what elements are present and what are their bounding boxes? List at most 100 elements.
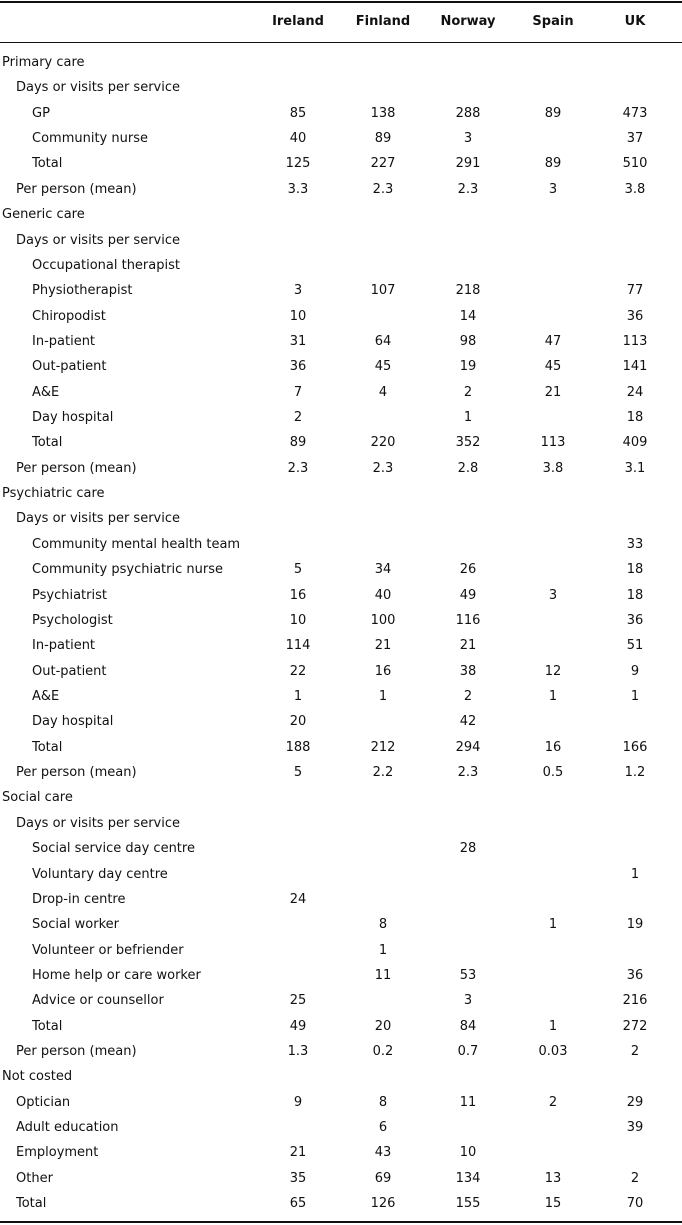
- cell-value: 16: [289, 587, 307, 603]
- cell-value: 65: [289, 1196, 307, 1212]
- cell-value: 20: [374, 1018, 392, 1034]
- cell-value: 35: [289, 1170, 307, 1186]
- cell-value: 7: [293, 384, 303, 400]
- row-label: Total: [32, 156, 63, 172]
- cell-value: 510: [622, 156, 648, 172]
- cell-value: 11: [459, 1094, 477, 1110]
- cell-value: 1: [548, 1018, 558, 1034]
- row-label: Employment: [16, 1145, 99, 1161]
- cell-value: 272: [622, 1018, 648, 1034]
- cell-value: 15: [544, 1196, 562, 1212]
- column-header: Ireland: [272, 14, 324, 29]
- cell-value: 19: [626, 917, 644, 933]
- cell-value: 3.1: [624, 460, 646, 476]
- cell-value: 10: [289, 612, 307, 628]
- cell-value: 36: [626, 308, 644, 324]
- cell-value: 114: [285, 638, 311, 654]
- cell-value: 22: [289, 663, 307, 679]
- row-label: GP: [32, 105, 50, 121]
- column-header: Spain: [532, 14, 574, 29]
- cell-value: 6: [378, 1120, 388, 1136]
- cell-value: 24: [626, 384, 644, 400]
- cell-value: 40: [289, 131, 307, 147]
- cell-value: 100: [370, 612, 396, 628]
- cell-value: 11: [374, 967, 392, 983]
- cell-value: 1: [630, 689, 640, 704]
- cell-value: 291: [455, 156, 481, 172]
- cell-value: 2.3: [372, 460, 394, 476]
- row-label: Social worker: [32, 917, 120, 933]
- cell-value: 18: [626, 410, 644, 426]
- cell-value: 2: [630, 1170, 640, 1186]
- cell-value: 3: [548, 587, 558, 603]
- cell-value: 25: [289, 993, 307, 1009]
- cell-value: 1: [378, 689, 388, 704]
- cell-value: 36: [626, 967, 644, 983]
- cell-value: 2: [463, 384, 473, 400]
- row-label: In-patient: [32, 638, 96, 654]
- cell-value: 1: [630, 866, 640, 882]
- cell-value: 1: [293, 689, 303, 704]
- row-label: Physiotherapist: [32, 283, 133, 299]
- cell-value: 42: [459, 714, 477, 730]
- cell-value: 125: [285, 156, 311, 172]
- row-label: Home help or care worker: [32, 967, 201, 983]
- cell-value: 220: [370, 435, 396, 451]
- cell-value: 45: [374, 359, 392, 375]
- row-label: Psychiatrist: [32, 587, 107, 603]
- section-title: Primary care: [2, 55, 85, 70]
- cell-value: 31: [289, 333, 307, 349]
- cell-value: 134: [455, 1170, 481, 1186]
- cell-value: 2: [293, 410, 303, 426]
- cell-value: 29: [626, 1094, 644, 1110]
- cell-value: 2: [548, 1094, 558, 1110]
- cell-value: 16: [374, 663, 392, 679]
- cell-value: 113: [540, 435, 566, 451]
- cell-value: 107: [370, 283, 396, 299]
- subheading: Days or visits per service: [16, 232, 180, 248]
- cell-value: 53: [459, 967, 477, 983]
- row-label: Community nurse: [32, 131, 148, 147]
- cell-value: 126: [370, 1196, 396, 1212]
- row-label: Out-patient: [32, 663, 107, 679]
- column-header: UK: [624, 14, 646, 29]
- cell-value: 21: [459, 638, 477, 654]
- row-label: Advice or counsellor: [32, 993, 164, 1009]
- cell-value: 18: [626, 562, 644, 578]
- row-label: Day hospital: [32, 410, 114, 426]
- cell-value: 5: [293, 765, 303, 781]
- row-label: Community mental health team: [32, 536, 241, 552]
- cell-value: 227: [370, 156, 396, 172]
- cell-value: 0.2: [372, 1044, 394, 1060]
- row-label: Total: [32, 1018, 63, 1034]
- cell-value: 47: [544, 333, 562, 349]
- cell-value: 70: [626, 1196, 644, 1212]
- row-label: A&E: [32, 689, 60, 704]
- cell-value: 9: [293, 1094, 303, 1110]
- section-title: Generic care: [2, 207, 85, 223]
- section-title: Social care: [2, 790, 73, 806]
- cell-value: 0.03: [538, 1044, 568, 1060]
- cell-value: 18: [626, 587, 644, 603]
- cell-value: 294: [455, 739, 481, 755]
- cell-value: 33: [626, 536, 644, 552]
- cell-value: 155: [455, 1196, 481, 1212]
- cell-value: 38: [459, 663, 477, 679]
- cell-value: 141: [622, 359, 648, 375]
- cell-value: 2.8: [457, 460, 479, 476]
- cell-value: 1.2: [624, 765, 646, 781]
- cell-value: 9: [630, 663, 640, 679]
- cell-value: 2: [630, 1044, 640, 1060]
- row-label: A&E: [32, 384, 60, 400]
- cell-value: 85: [289, 105, 307, 121]
- row-label: Occupational therapist: [32, 257, 180, 273]
- cell-value: 89: [289, 435, 307, 451]
- section-title: Not costed: [2, 1069, 73, 1085]
- cell-value: 166: [622, 739, 648, 755]
- cell-value: 89: [544, 156, 562, 172]
- cell-value: 36: [289, 359, 307, 375]
- row-label: Volunteer or befriender: [32, 942, 184, 958]
- cell-value: 1: [548, 917, 558, 933]
- cell-value: 3: [463, 131, 473, 147]
